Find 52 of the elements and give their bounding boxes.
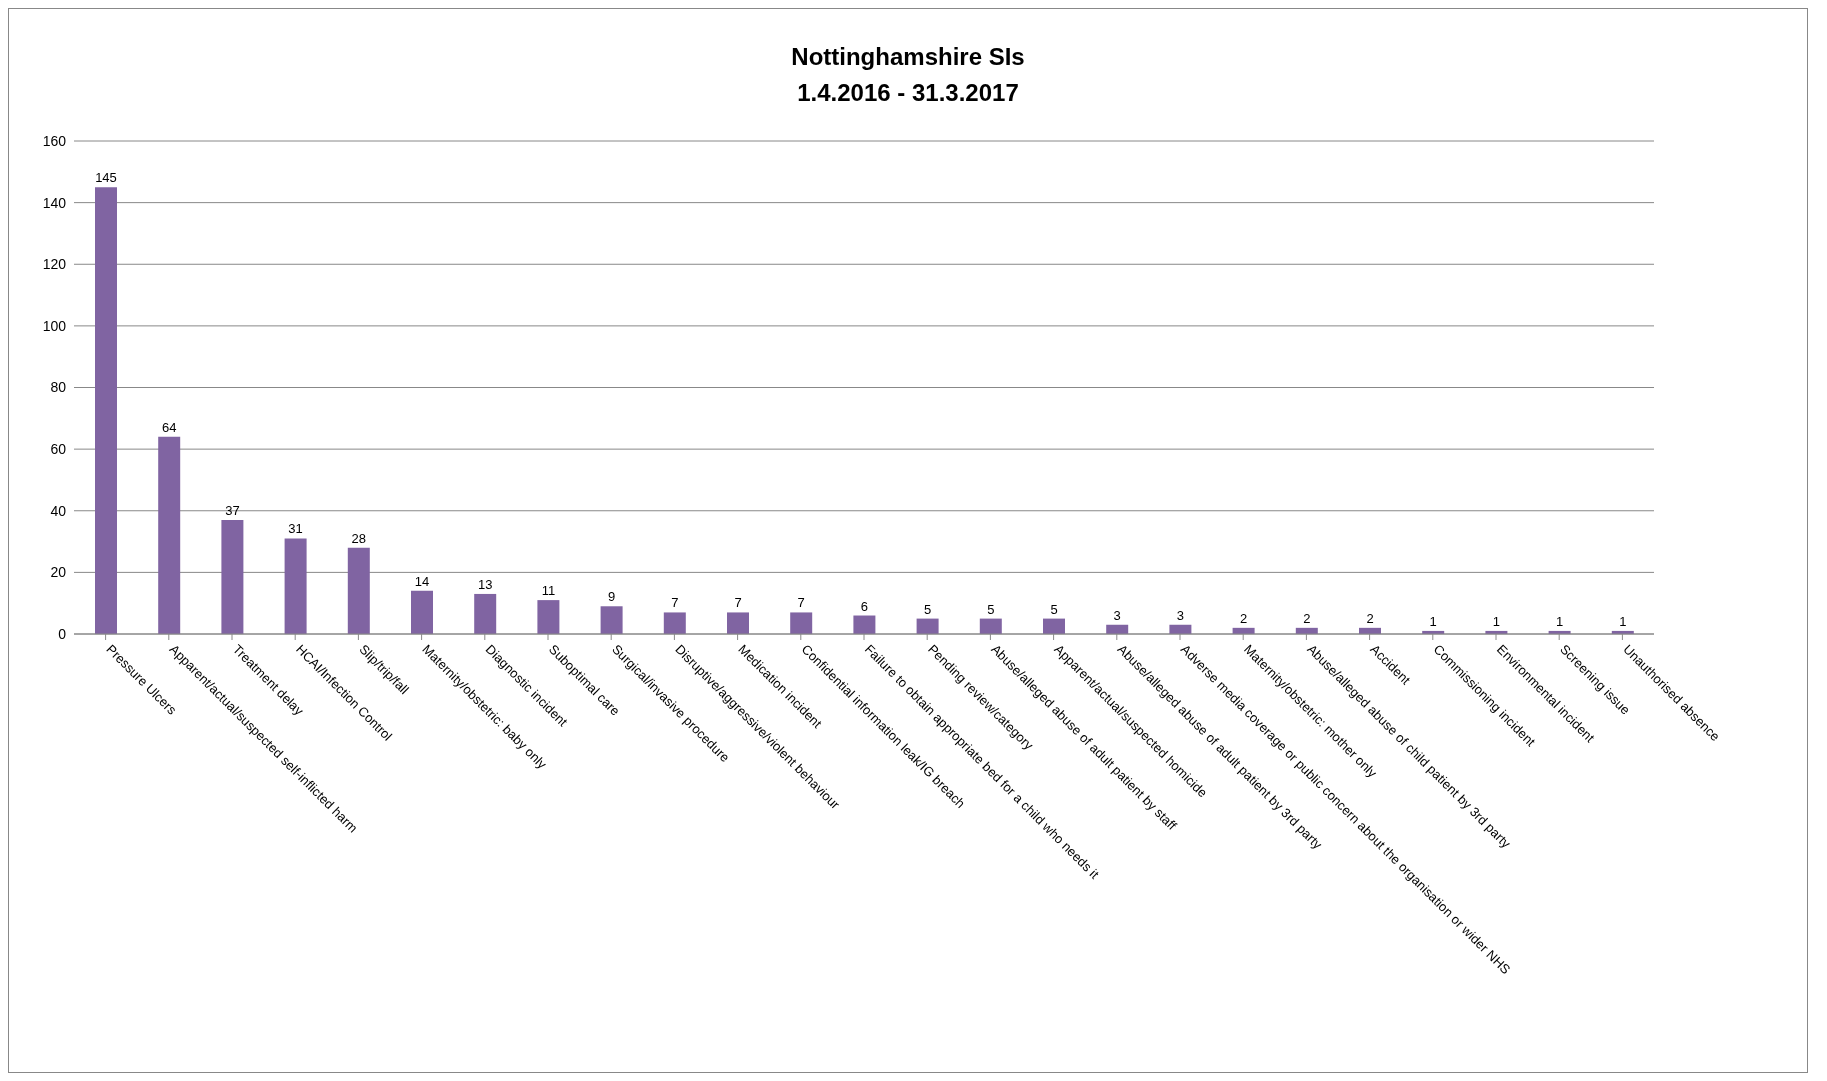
- data-label: 13: [477, 576, 493, 592]
- data-label: 31: [288, 521, 303, 537]
- data-label: 145: [95, 170, 117, 186]
- data-label: 5: [987, 601, 995, 617]
- data-label: 3: [1113, 607, 1121, 623]
- data-label: 1: [1492, 613, 1501, 629]
- bar: [916, 618, 939, 634]
- data-label: 1: [1619, 613, 1627, 629]
- data-label: 9: [607, 589, 616, 605]
- data-label: 1: [1555, 613, 1564, 629]
- y-tick-label: 100: [42, 317, 67, 334]
- y-tick-label: 20: [50, 564, 67, 581]
- bar: [411, 590, 433, 634]
- chart-subtitle: 1.4.2016 - 31.3.2017: [796, 78, 1020, 108]
- bar: [853, 615, 876, 634]
- bar: [474, 593, 497, 634]
- y-tick-label: 120: [42, 256, 67, 273]
- data-label: 11: [541, 583, 556, 599]
- data-label: 5: [923, 601, 932, 617]
- data-label: 1: [1429, 613, 1437, 629]
- data-label: 7: [734, 595, 742, 611]
- bar: [727, 612, 749, 634]
- y-tick-label: 0: [58, 625, 67, 642]
- bar: [537, 600, 560, 634]
- bar: [979, 618, 1002, 634]
- bar: [158, 436, 181, 634]
- bar: [284, 538, 307, 634]
- bar: [95, 187, 117, 634]
- data-label: 64: [161, 419, 177, 435]
- y-tick-label: 160: [42, 132, 67, 149]
- y-tick-label: 60: [50, 441, 67, 458]
- bar: [347, 547, 370, 634]
- data-label: 7: [671, 595, 679, 611]
- data-label: 5: [1050, 601, 1058, 617]
- data-label: 3: [1176, 607, 1185, 623]
- bar: [663, 612, 686, 634]
- y-tick-label: 80: [50, 379, 67, 396]
- data-label: 2: [1366, 610, 1374, 626]
- data-label: 2: [1239, 610, 1248, 626]
- bar: [600, 606, 623, 634]
- y-tick-label: 140: [42, 194, 67, 211]
- data-label: 14: [414, 573, 430, 589]
- data-label: 28: [351, 530, 367, 546]
- data-label: 7: [797, 595, 805, 611]
- chart-title: Nottinghamshire SIs: [790, 42, 1026, 72]
- bar: [790, 612, 813, 634]
- bar: [221, 519, 244, 634]
- data-label: 6: [860, 598, 869, 614]
- y-tick-label: 40: [50, 502, 67, 519]
- data-label: 37: [225, 502, 240, 518]
- bar: [1043, 618, 1065, 634]
- data-label: 2: [1303, 610, 1311, 626]
